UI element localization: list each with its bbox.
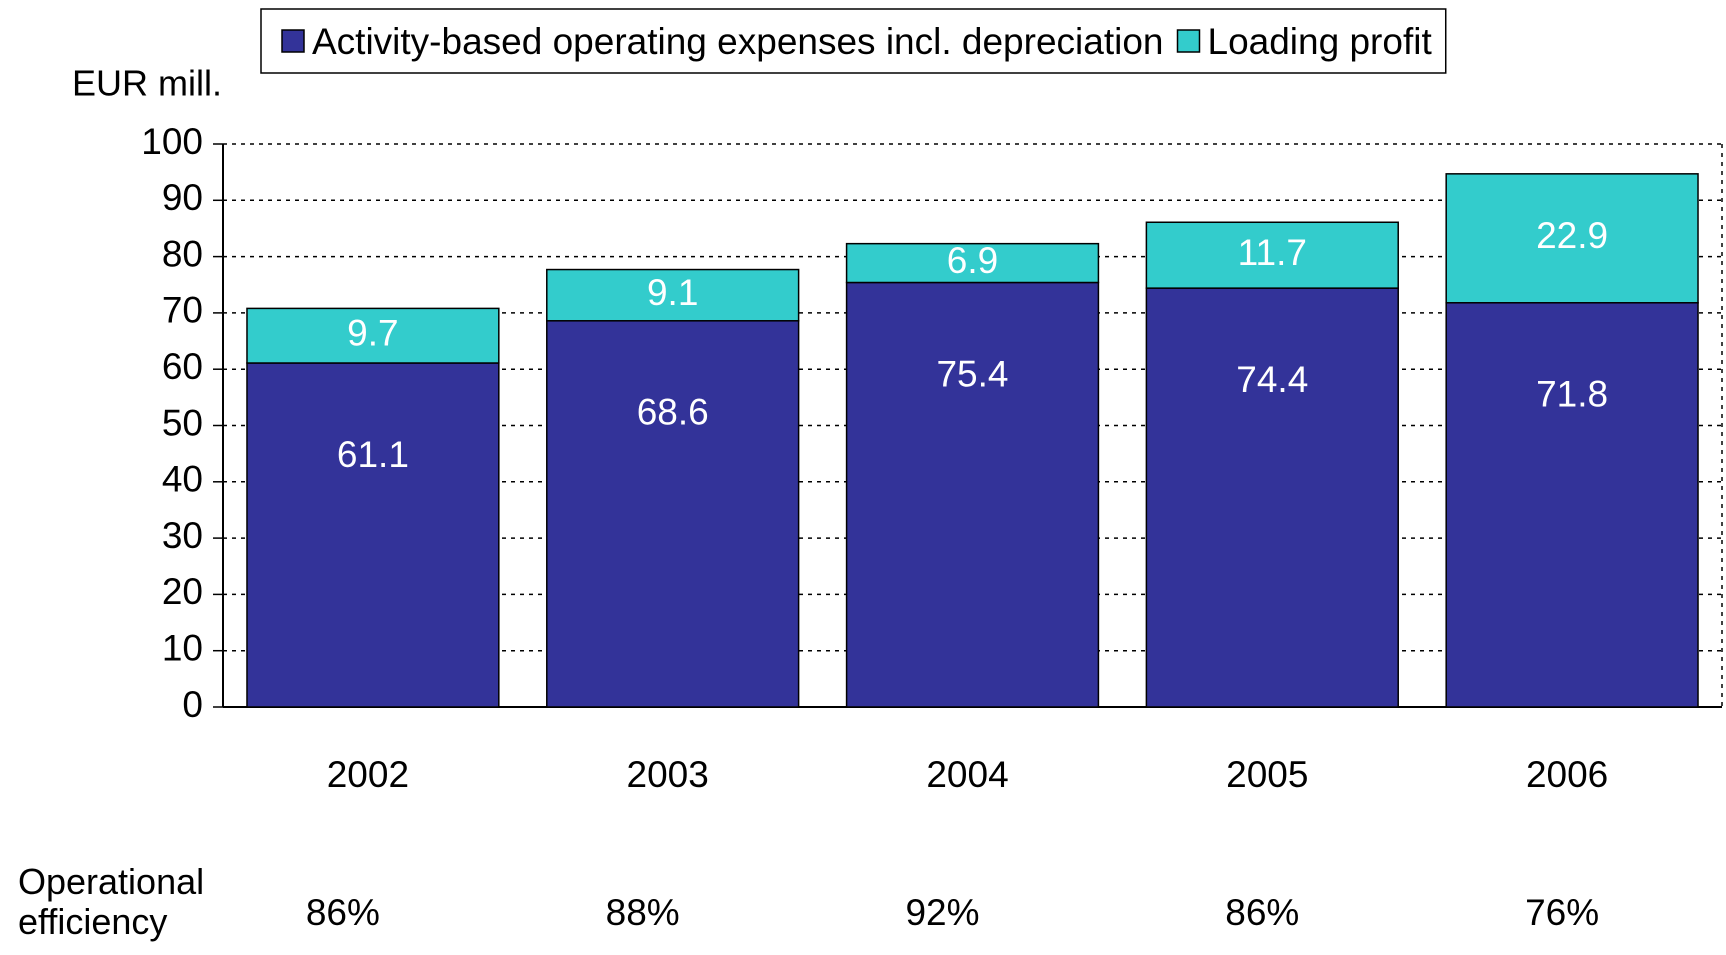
efficiency-value: 76%	[1525, 892, 1599, 933]
y-tick-label: 90	[162, 177, 203, 218]
x-tick-label: 2002	[327, 754, 409, 795]
x-tick-label: 2003	[627, 754, 709, 795]
bar-segment	[246, 362, 500, 708]
data-label: 61.1	[337, 434, 409, 475]
data-label: 74.4	[1236, 359, 1308, 400]
y-tick-label: 50	[162, 402, 203, 443]
y-tick-label: 80	[162, 233, 203, 274]
x-tick-label: 2005	[1226, 754, 1308, 795]
legend-label: Loading profit	[1208, 21, 1433, 62]
y-tick-label: 30	[162, 515, 203, 556]
bar-segment	[546, 320, 800, 708]
y-tick-label: 20	[162, 571, 203, 612]
efficiency-value: 92%	[905, 892, 979, 933]
data-label: 9.7	[347, 312, 398, 353]
data-label: 6.9	[947, 240, 998, 281]
bar-segment	[1145, 287, 1399, 708]
bar-segment	[1145, 221, 1399, 289]
data-label: 22.9	[1536, 215, 1608, 256]
efficiency-label: Operational efficiency	[18, 861, 205, 942]
bar-segment	[246, 307, 500, 364]
bar-segment	[845, 242, 1100, 284]
x-tick-label: 2006	[1526, 754, 1608, 795]
legend-swatch	[281, 29, 305, 53]
y-tick-label: 70	[162, 290, 203, 331]
bar-segment	[1445, 173, 1699, 304]
efficiency-value: 86%	[1225, 892, 1299, 933]
legend-swatch	[1176, 29, 1201, 53]
data-label: 71.8	[1536, 374, 1608, 415]
bar-segment	[1445, 302, 1699, 708]
bar-segment	[845, 281, 1100, 708]
efficiency-value: 86%	[306, 892, 380, 933]
y-tick-label: 100	[141, 121, 203, 162]
bar-segment	[546, 268, 800, 322]
data-label: 11.7	[1238, 232, 1307, 273]
y-tick-label: 0	[182, 684, 203, 725]
x-tick-label: 2004	[926, 754, 1008, 795]
y-tick-label: 10	[162, 627, 203, 668]
data-label: 68.6	[637, 392, 709, 433]
legend-box	[260, 8, 1447, 74]
data-label: 75.4	[936, 353, 1008, 394]
y-tick-label: 60	[162, 346, 203, 387]
y-tick-label: 40	[162, 459, 203, 500]
data-label: 9.1	[647, 272, 698, 313]
legend-label: Activity-based operating expenses incl. …	[312, 21, 1164, 62]
y-axis-label: EUR mill.	[72, 63, 222, 104]
efficiency-value: 88%	[606, 892, 680, 933]
